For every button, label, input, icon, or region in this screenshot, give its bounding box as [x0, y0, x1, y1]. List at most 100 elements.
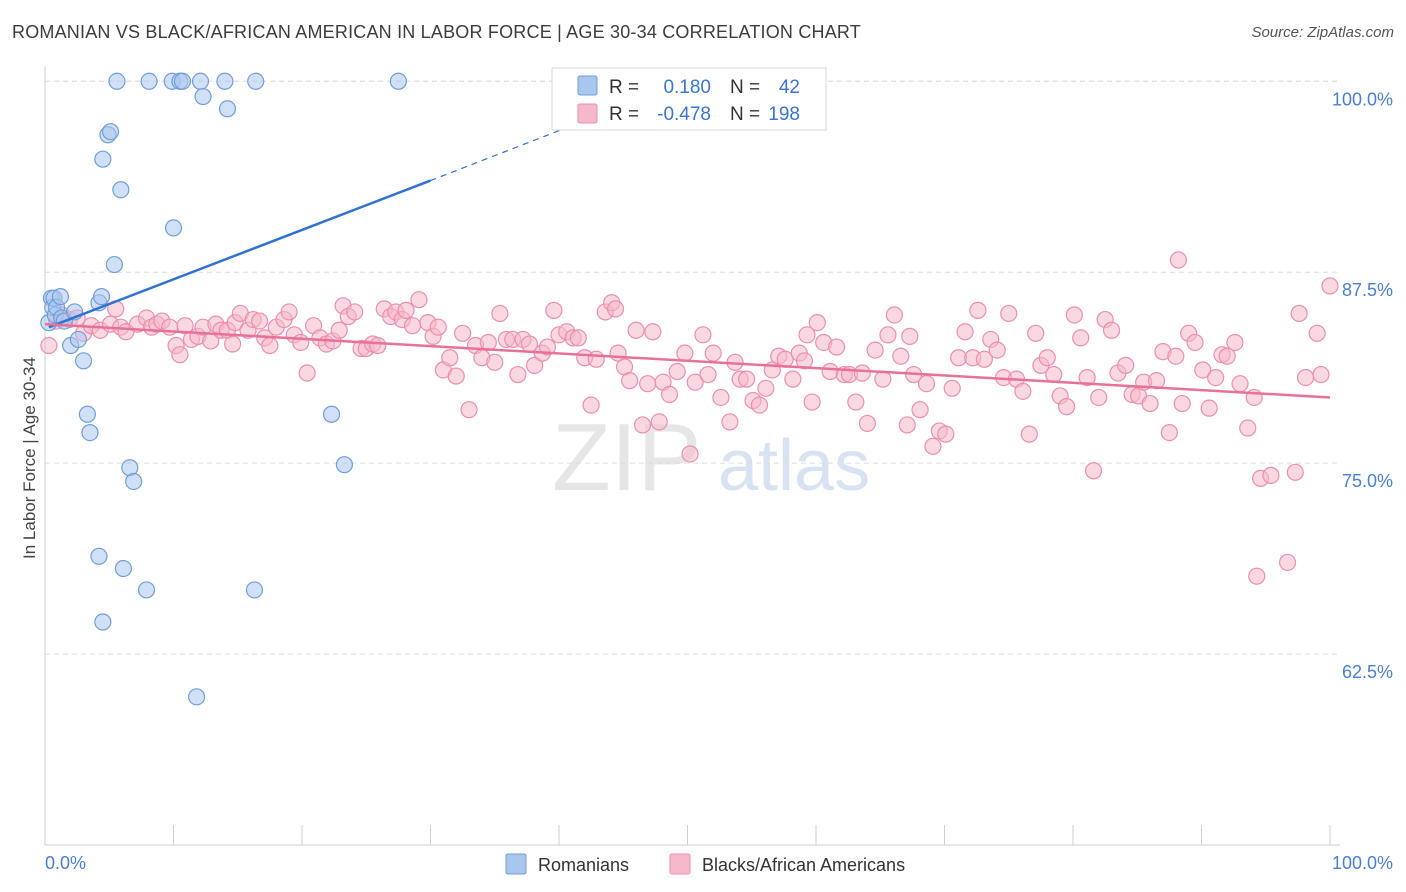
black-african-american-point: [525, 356, 544, 374]
black-african-american-point: [261, 336, 279, 355]
legend-n-label-1: N =: [730, 77, 760, 98]
black-african-american-point: [250, 312, 269, 330]
black-african-american-point: [1141, 394, 1159, 413]
x-tick-labels: 0.0% 100.0%: [45, 853, 1393, 873]
romanian-point: [51, 288, 70, 306]
legend-swatch-romanians: [577, 75, 598, 96]
romanian-point: [140, 72, 158, 90]
black-african-american-point: [712, 388, 730, 407]
black-african-american-point: [943, 379, 961, 397]
black-african-american-point: [1231, 375, 1249, 393]
black-african-american-point: [757, 379, 775, 397]
y-tick-label: 100.0%: [1332, 89, 1393, 109]
black-african-american-point: [885, 306, 903, 324]
black-african-american-point: [509, 365, 527, 384]
romanian-point: [216, 72, 234, 90]
black-african-american-point: [1286, 463, 1304, 481]
black-african-american-point: [1065, 306, 1083, 324]
black-african-american-point: [280, 303, 298, 321]
romanian-point: [105, 255, 123, 274]
black-african-american-point: [545, 301, 563, 319]
black-african-american-point: [1262, 466, 1280, 484]
romanian-point: [194, 87, 212, 106]
black-african-american-point: [847, 393, 865, 411]
black-african-american-point: [853, 364, 871, 382]
black-african-american-point: [686, 373, 704, 391]
black-african-american-point: [676, 344, 694, 362]
black-african-american-point: [650, 413, 668, 431]
romanian-point: [69, 330, 88, 349]
black-african-american-point: [569, 329, 587, 347]
axes: [44, 66, 1340, 846]
black-african-american-point: [639, 375, 657, 393]
y-tick-label: 75.0%: [1342, 471, 1393, 491]
black-african-american-point: [397, 301, 415, 319]
romanian-point: [322, 405, 341, 423]
black-african-american-point: [1200, 399, 1218, 417]
black-african-american-point: [721, 413, 739, 431]
black-african-american-point: [1169, 251, 1187, 269]
romanian-point: [81, 423, 99, 442]
black-african-american-point: [694, 326, 712, 344]
black-african-american-point: [1186, 333, 1204, 352]
trendlines: [44, 105, 1331, 399]
black-african-american-point: [410, 291, 428, 309]
y-axis-label: In Labor Force | Age 30-34: [20, 357, 39, 559]
black-african-american-point: [668, 362, 686, 381]
black-african-american-point: [621, 372, 639, 390]
black-african-american-point: [538, 338, 557, 356]
romanian-point: [247, 72, 265, 90]
romanian-point: [245, 581, 264, 599]
black-african-american-point: [1278, 553, 1297, 572]
watermark-atlas: atlas: [718, 426, 870, 506]
black-african-american-point: [633, 416, 652, 434]
y-tick-label: 62.5%: [1342, 662, 1393, 682]
black-african-american-point: [1226, 333, 1244, 352]
romanian-point: [94, 150, 112, 168]
romanian-point: [389, 72, 407, 90]
bottom-legend-label-blacks: Blacks/African Americans: [702, 855, 905, 875]
legend-n-value-2: 198: [768, 104, 800, 125]
romanian-point: [335, 456, 354, 474]
black-african-american-point: [795, 352, 814, 370]
black-african-american-point: [1038, 349, 1056, 367]
bottom-legend-swatch-blacks: [669, 853, 691, 875]
series-romanians: [40, 72, 407, 706]
black-african-american-point: [429, 318, 447, 336]
black-african-american-point: [40, 336, 58, 355]
romanian-point: [92, 288, 111, 306]
black-african-american-point: [330, 321, 348, 339]
legend-r-value-1: 0.180: [663, 77, 711, 98]
romanian-point: [218, 100, 237, 118]
black-african-american-point: [447, 367, 465, 385]
black-african-american-point: [1090, 388, 1108, 407]
black-african-american-point: [644, 323, 662, 341]
black-african-american-point: [892, 347, 910, 365]
black-african-american-point: [1160, 423, 1178, 442]
blacks-trendline: [44, 322, 1331, 399]
black-african-american-point: [975, 350, 993, 368]
watermark-zip: ZIP: [552, 404, 701, 511]
series-legend: Romanians Blacks/African Americans: [505, 853, 905, 875]
romanian-point: [137, 581, 156, 599]
romanians-trendline: [48, 179, 431, 329]
black-african-american-point: [901, 327, 919, 345]
black-african-american-point: [1173, 394, 1191, 413]
black-african-american-point: [403, 317, 422, 335]
black-african-american-point: [1290, 304, 1308, 323]
romanian-point: [74, 352, 93, 370]
black-african-american-point: [924, 437, 942, 455]
black-african-american-point: [1027, 324, 1045, 342]
black-african-american-point: [784, 370, 802, 388]
romanians-trendline-extension: [430, 105, 624, 182]
black-african-american-point: [1312, 365, 1330, 384]
romanian-point: [112, 181, 130, 199]
black-african-american-point: [1239, 419, 1257, 437]
black-african-american-point: [821, 362, 839, 381]
black-african-american-point: [176, 317, 194, 335]
black-african-american-point: [874, 370, 892, 388]
x-tick-label-max: 100.0%: [1332, 853, 1393, 873]
legend-r-label-1: R =: [609, 77, 639, 98]
black-african-american-point: [1020, 425, 1038, 443]
